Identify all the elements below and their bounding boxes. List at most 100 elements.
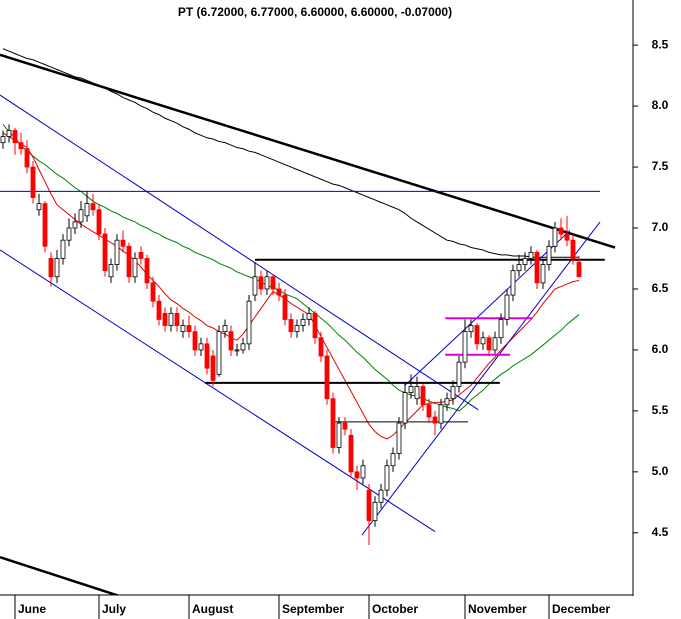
candle-body <box>420 386 426 406</box>
y-tick-label: 7.5 <box>652 159 669 173</box>
candle-body <box>516 264 522 272</box>
y-tick-label: 7.0 <box>652 220 669 234</box>
candle-body <box>78 209 84 223</box>
candle-body <box>390 453 396 467</box>
x-tick-label: November <box>468 602 527 616</box>
candle-body <box>240 343 246 351</box>
candle-body <box>294 325 300 333</box>
x-tick-label: July <box>102 602 126 616</box>
candle-body <box>156 300 162 320</box>
candle-body <box>336 422 342 448</box>
y-tick-label: 8.5 <box>652 37 669 51</box>
candle-body <box>456 361 462 387</box>
candle-body <box>234 349 240 352</box>
candle-body <box>246 300 252 345</box>
candle-body <box>480 337 486 345</box>
candle-body <box>498 319 504 339</box>
chart-title: PT (6.72000, 6.77000, 6.60000, 6.60000, … <box>178 5 452 19</box>
candle-body <box>378 489 384 503</box>
candle-body <box>282 294 288 320</box>
candle-body <box>18 142 24 150</box>
candle-body <box>126 245 132 278</box>
candle-body <box>6 130 12 137</box>
candle-body <box>252 276 258 296</box>
candle-body <box>168 312 174 326</box>
candle-body <box>24 148 30 168</box>
candle-body <box>138 251 144 259</box>
candle-body <box>54 258 60 278</box>
candle-body <box>432 416 438 424</box>
candle-body <box>528 251 534 259</box>
candle-body <box>468 325 474 333</box>
candle-body <box>366 489 372 522</box>
candle-body <box>102 233 108 272</box>
candle-body <box>534 251 540 284</box>
moving-average <box>2 48 579 258</box>
candle-body <box>384 465 390 491</box>
y-tick-label: 6.5 <box>652 281 669 295</box>
candle-body <box>72 221 78 229</box>
candle-body <box>258 276 264 290</box>
candle-body <box>228 331 234 351</box>
candle-body <box>144 258 150 284</box>
candle-body <box>318 337 324 357</box>
candle-body <box>450 386 456 400</box>
candle-body <box>306 312 312 320</box>
candle-body <box>504 294 510 320</box>
candle-body <box>216 331 222 375</box>
trend-line <box>404 230 571 386</box>
candle-body <box>198 343 204 351</box>
candle-body <box>492 337 498 351</box>
candle-body <box>342 422 348 430</box>
candle-body <box>576 261 582 278</box>
candle-body <box>162 312 168 326</box>
candle-body <box>324 355 330 400</box>
candle-body <box>396 422 402 454</box>
candle-body <box>510 270 516 296</box>
candle-body <box>426 404 432 418</box>
candle-body <box>462 331 468 363</box>
x-tick-label: October <box>372 602 418 616</box>
candle-body <box>540 264 546 284</box>
candle-body <box>444 398 450 406</box>
candle-body <box>114 239 120 265</box>
x-tick-label: August <box>192 602 233 616</box>
candle-body <box>348 434 354 473</box>
candle-body <box>558 227 564 235</box>
candle-body <box>300 319 306 326</box>
candle-body <box>474 325 480 345</box>
candle-body <box>12 130 18 144</box>
candle-body <box>414 386 420 400</box>
candle-body <box>564 233 570 241</box>
candle-body <box>222 325 228 333</box>
candle-body <box>150 282 156 302</box>
candle-body <box>132 258 138 278</box>
trend-line <box>0 53 616 249</box>
candle-body <box>408 386 414 394</box>
candle-body <box>312 312 318 339</box>
candle-body <box>60 239 66 259</box>
x-tick-label: September <box>282 602 344 616</box>
moving-average <box>2 132 580 440</box>
candle-body <box>288 319 294 333</box>
candle-body <box>552 227 558 247</box>
candle-body <box>330 398 336 448</box>
candle-body <box>84 203 90 217</box>
trend-line <box>0 249 436 533</box>
y-tick-label: 5.0 <box>652 464 669 478</box>
candle-body <box>192 331 198 351</box>
candle-body <box>402 392 408 424</box>
trend-line <box>361 221 601 536</box>
y-tick-label: 8.0 <box>652 98 669 112</box>
candle-body <box>264 276 270 290</box>
y-tick-label: 6.0 <box>652 342 669 356</box>
candle-body <box>570 239 576 259</box>
candle-body <box>96 209 102 235</box>
candle-body <box>30 166 36 198</box>
candle-body <box>0 136 6 144</box>
y-tick-label: 4.5 <box>652 525 669 539</box>
candle-body <box>180 325 186 333</box>
trend-line <box>0 94 479 411</box>
candle-body <box>372 501 378 522</box>
candle-body <box>66 227 72 241</box>
